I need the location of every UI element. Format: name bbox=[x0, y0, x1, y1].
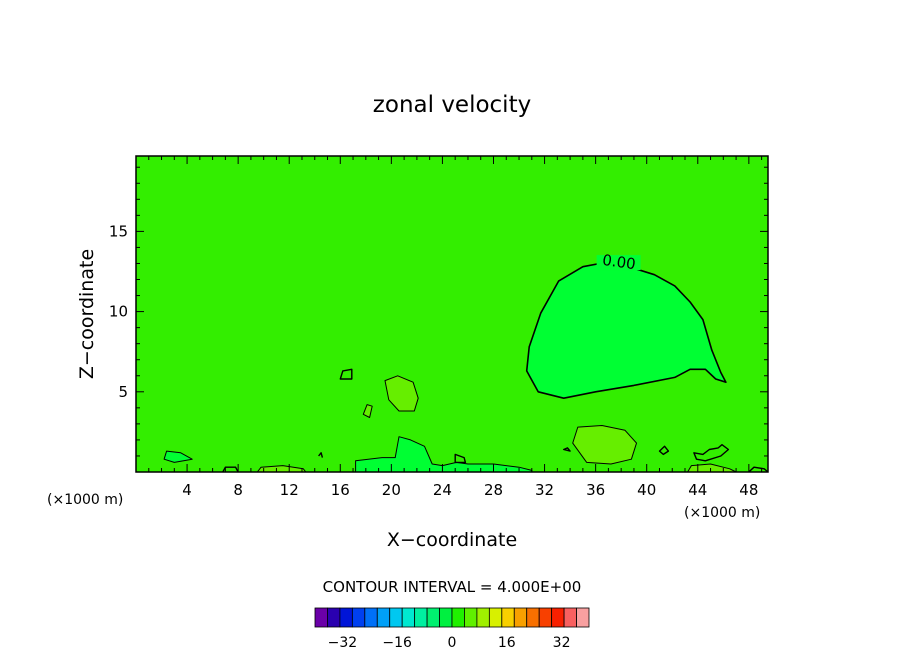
contour-line-7 bbox=[222, 466, 239, 473]
plot-frame bbox=[135, 155, 769, 473]
colorbar-swatch bbox=[551, 607, 565, 628]
colorbar-tick-label: −32 bbox=[328, 635, 358, 651]
contour-label: 0.00 bbox=[601, 251, 637, 273]
x-tick-label: 44 bbox=[688, 481, 707, 499]
colorbar-swatch bbox=[376, 607, 391, 628]
x-tick-label: 12 bbox=[280, 481, 299, 499]
colorbar-swatch bbox=[513, 607, 528, 628]
x-tick-label: 36 bbox=[586, 481, 605, 499]
positive-region-mid bbox=[384, 375, 419, 412]
negative-region-left bbox=[163, 450, 193, 463]
colorbar-swatch bbox=[526, 607, 540, 628]
colorbar-tick-label: 32 bbox=[553, 635, 571, 651]
colorbar-swatch bbox=[401, 607, 416, 628]
colorbar-swatch bbox=[576, 607, 590, 628]
y-tick-label: 5 bbox=[118, 383, 128, 401]
colorbar-tick-label: −16 bbox=[382, 635, 412, 651]
plot-area: 0.00 bbox=[135, 155, 769, 473]
contour-label-bg bbox=[596, 255, 641, 271]
colorbar-swatch bbox=[538, 607, 553, 628]
colorbar-swatch bbox=[439, 607, 453, 628]
contour-line-3 bbox=[693, 444, 730, 462]
y-axis: 5 10 15 bbox=[109, 166, 768, 457]
positive-region-small bbox=[362, 404, 373, 418]
x-axis: 4 8 12 16 20 24 28 32 36 40 44 48 bbox=[148, 156, 763, 499]
contour-line-4 bbox=[658, 445, 670, 456]
contour-line-2 bbox=[454, 453, 467, 464]
colorbar-swatch bbox=[414, 607, 428, 628]
colorbar-tick-label: 16 bbox=[498, 635, 516, 651]
colorbar-swatch bbox=[464, 607, 478, 628]
x-unit-right: (×1000 m) bbox=[684, 505, 760, 521]
contour-line-5 bbox=[563, 447, 571, 452]
contour-line-6 bbox=[318, 452, 324, 458]
colorbar-tick-label: 0 bbox=[448, 635, 457, 651]
colorbar-swatch bbox=[488, 607, 503, 628]
x-tick-label: 48 bbox=[739, 481, 758, 499]
x-tick-label: 40 bbox=[637, 481, 656, 499]
colorbar-swatch bbox=[351, 607, 366, 628]
y-axis-label: Z−coordinate bbox=[76, 249, 98, 379]
x-tick-label: 20 bbox=[382, 481, 401, 499]
colorbar-swatch bbox=[451, 607, 465, 628]
colorbar-swatch bbox=[501, 607, 515, 628]
x-tick-label: 24 bbox=[433, 481, 452, 499]
chart-title: zonal velocity bbox=[373, 92, 531, 118]
x-unit-left: (×1000 m) bbox=[47, 492, 123, 508]
y-tick-label: 10 bbox=[109, 303, 128, 321]
contour-line-1 bbox=[339, 368, 353, 380]
x-tick-label: 32 bbox=[535, 481, 554, 499]
colorbar-swatch bbox=[364, 607, 378, 628]
positive-region-right bbox=[572, 425, 637, 465]
colorbar-swatch bbox=[327, 607, 341, 628]
colorbar-swatch bbox=[314, 607, 328, 628]
colorbar-swatch bbox=[476, 607, 490, 628]
contour-interval-label: CONTOUR INTERVAL = 4.000E+00 bbox=[323, 578, 582, 596]
negative-region-large bbox=[525, 261, 727, 400]
colorbar-swatch bbox=[339, 607, 353, 628]
y-tick-label: 15 bbox=[109, 222, 128, 240]
colorbar: −32 −16 0 16 32 bbox=[314, 607, 590, 651]
contour-line-8 bbox=[748, 466, 769, 473]
negative-region-bottom bbox=[355, 436, 533, 473]
colorbar-swatch bbox=[389, 607, 403, 628]
x-axis-label: X−coordinate bbox=[387, 529, 517, 551]
x-tick-label: 4 bbox=[182, 481, 192, 499]
x-tick-label: 28 bbox=[484, 481, 503, 499]
x-tick-label: 8 bbox=[233, 481, 243, 499]
colorbar-swatch bbox=[426, 607, 440, 628]
x-tick-label: 16 bbox=[331, 481, 350, 499]
colorbar-swatch bbox=[563, 607, 577, 628]
